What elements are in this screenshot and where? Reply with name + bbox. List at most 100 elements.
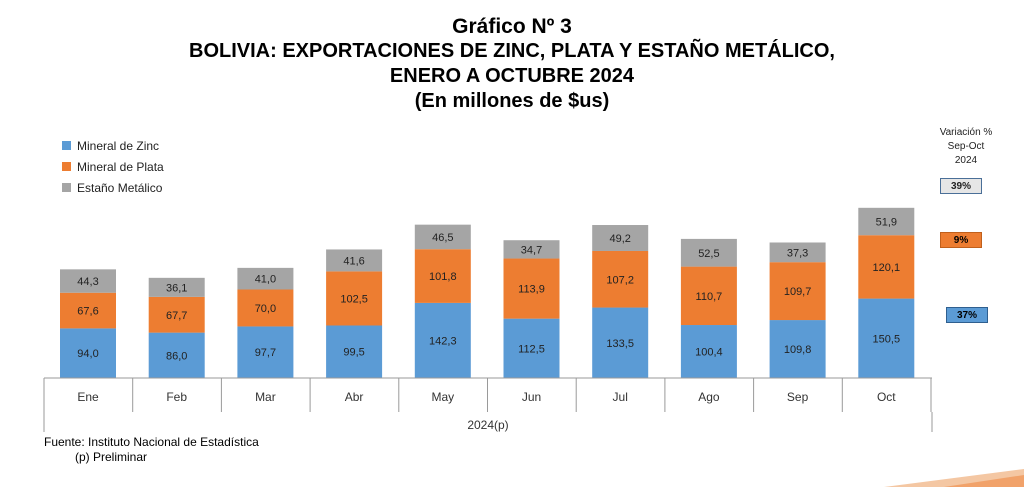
data-label-plata-ene: 67,6 — [77, 306, 98, 318]
data-label-estano-feb: 36,1 — [166, 282, 187, 294]
data-label-plata-mar: 70,0 — [255, 303, 276, 315]
data-label-zinc-sep: 109,8 — [784, 344, 812, 356]
bar-estano-jul — [592, 225, 649, 251]
x-tick-label-jul: Jul — [613, 390, 628, 404]
x-tick-label-feb: Feb — [166, 390, 187, 404]
data-label-zinc-oct: 150,5 — [873, 333, 901, 345]
x-tick-label-sep: Sep — [787, 390, 809, 404]
source-line: Fuente: Instituto Nacional de Estadístic… — [44, 435, 259, 449]
bar-estano-abr — [326, 249, 383, 272]
bar-plata-sep — [769, 262, 826, 321]
data-label-zinc-ene: 94,0 — [77, 348, 98, 360]
data-label-zinc-abr: 99,5 — [343, 347, 364, 359]
data-label-estano-jul: 49,2 — [609, 233, 630, 245]
bar-estano-ene — [60, 269, 116, 293]
bar-plata-oct — [858, 235, 915, 299]
legend-label-plata: Mineral de Plata — [77, 159, 164, 174]
data-label-plata-jun: 113,9 — [518, 284, 545, 296]
bar-zinc-mar — [237, 326, 294, 378]
data-label-zinc-mar: 97,7 — [255, 347, 276, 359]
x-axis-title: 2024(p) — [467, 418, 508, 432]
data-label-estano-ene: 44,3 — [77, 276, 98, 288]
chart-title-line-4: (En millones de $us) — [414, 90, 610, 112]
chart-title-line-2: BOLIVIA: EXPORTACIONES DE ZINC, PLATA Y … — [189, 40, 835, 62]
legend-item-plata: Mineral de Plata — [62, 156, 164, 177]
legend-label-zinc: Mineral de Zinc — [77, 138, 160, 153]
bar-estano-oct — [858, 207, 915, 236]
chart-title-block: Gráfico Nº 3 BOLIVIA: EXPORTACIONES DE Z… — [0, 14, 1024, 114]
variation-heading: Variación % Sep-Oct 2024 — [926, 126, 1006, 168]
bar-plata-ene — [60, 292, 116, 329]
bar-estano-jun — [503, 240, 560, 259]
legend-swatch-plata — [62, 162, 71, 171]
bar-plata-mar — [237, 289, 294, 327]
variation-heading-line-2: Sep-Oct — [947, 141, 985, 152]
bar-estano-may — [414, 224, 471, 250]
bar-plata-feb — [148, 296, 205, 333]
variation-estano: 39% — [940, 178, 982, 194]
bar-zinc-ago — [680, 325, 737, 378]
data-label-estano-jun: 34,7 — [521, 244, 542, 256]
data-label-plata-sep: 109,7 — [784, 286, 812, 298]
data-label-plata-abr: 102,5 — [340, 293, 368, 305]
data-label-estano-mar: 41,0 — [255, 274, 276, 286]
data-label-plata-ago: 110,7 — [696, 291, 723, 303]
x-tick-label-jun: Jun — [522, 390, 541, 404]
data-label-plata-may: 101,8 — [429, 271, 457, 283]
data-label-plata-oct: 120,1 — [873, 262, 901, 274]
variation-plata: 9% — [940, 232, 982, 248]
chart-legend: Mineral de Zinc Mineral de Plata Estaño … — [62, 135, 164, 198]
chart-title-line-3: ENERO A OCTUBRE 2024 — [389, 65, 635, 87]
legend-item-estano: Estaño Metálico — [62, 177, 164, 198]
legend-swatch-estano — [62, 183, 71, 192]
bar-zinc-sep — [769, 320, 826, 378]
x-tick-label-oct: Oct — [877, 390, 896, 404]
bar-zinc-may — [414, 302, 471, 378]
data-label-plata-jul: 107,2 — [606, 274, 634, 286]
x-tick-label-ago: Ago — [698, 390, 720, 404]
chart-bars: 94,0 67,6 44,3 86,0 67,7 36,1 97,7 70,0 41,0 99,5… — [60, 207, 915, 378]
bar-plata-abr — [326, 271, 383, 326]
corner-decoration — [884, 469, 1024, 487]
bar-plata-may — [414, 249, 471, 303]
bar-plata-ago — [680, 266, 737, 326]
data-label-estano-abr: 41,6 — [343, 255, 364, 267]
data-label-estano-may: 46,5 — [432, 232, 453, 244]
legend-swatch-zinc — [62, 141, 71, 150]
bar-plata-jul — [592, 250, 649, 308]
bar-zinc-ene — [60, 328, 116, 378]
bar-plata-jun — [503, 258, 560, 319]
data-label-zinc-ago: 100,4 — [695, 347, 723, 359]
variation-zinc: 37% — [946, 307, 988, 323]
variation-heading-line-3: 2024 — [954, 155, 978, 166]
data-label-estano-ago: 52,5 — [698, 248, 719, 260]
data-label-zinc-jul: 133,5 — [606, 338, 634, 350]
bar-zinc-feb — [148, 332, 205, 378]
preliminary-note: (p) Preliminar — [75, 450, 148, 464]
bar-estano-ago — [680, 238, 737, 267]
bar-estano-feb — [148, 277, 205, 297]
x-tick-label-abr: Abr — [345, 390, 364, 404]
x-tick-label-may: May — [431, 390, 454, 404]
x-tick-label-mar: Mar — [255, 390, 276, 404]
source-note: Fuente: Instituto Nacional de Estadístic… — [44, 435, 259, 465]
data-label-estano-oct: 51,9 — [876, 217, 897, 229]
data-label-plata-feb: 67,7 — [166, 310, 187, 322]
bar-zinc-jun — [503, 318, 560, 378]
chart-axis: Ene Feb Mar Abr May Jun Jul Ago Sep Oct 2024(p) — [43, 377, 933, 432]
chart-title-line-1: Gráfico Nº 3 — [452, 15, 572, 38]
data-label-zinc-jun: 112,5 — [518, 343, 545, 355]
legend-label-estano: Estaño Metálico — [77, 180, 163, 195]
bar-zinc-oct — [858, 298, 915, 378]
bar-estano-mar — [237, 267, 294, 290]
bar-zinc-abr — [326, 325, 383, 378]
x-tick-label-ene: Ene — [77, 390, 99, 404]
bar-estano-sep — [769, 242, 826, 263]
data-label-estano-sep: 37,3 — [787, 247, 808, 259]
legend-item-zinc: Mineral de Zinc — [62, 135, 164, 156]
variation-heading-line-1: Variación % — [939, 127, 993, 138]
data-label-zinc-feb: 86,0 — [166, 350, 187, 362]
data-label-zinc-may: 142,3 — [429, 335, 457, 347]
bar-zinc-jul — [592, 307, 649, 378]
